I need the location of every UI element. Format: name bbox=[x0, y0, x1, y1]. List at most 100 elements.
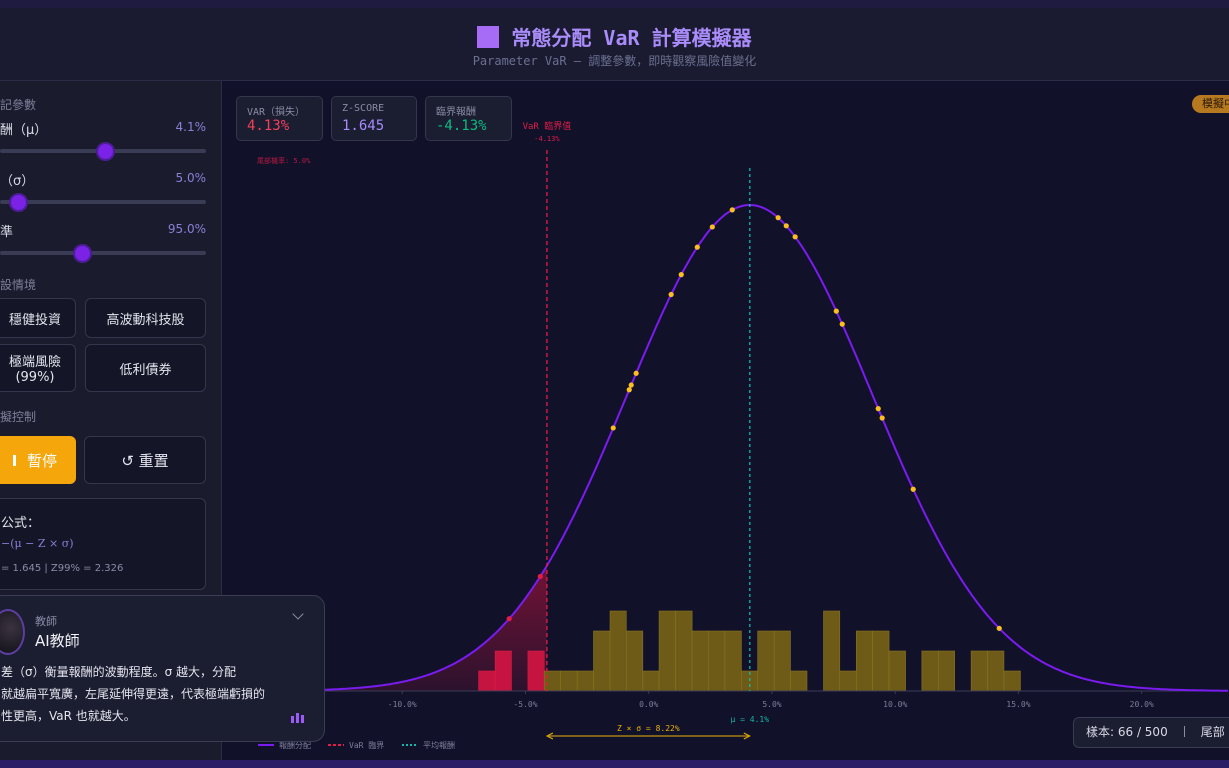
slider-track[interactable] bbox=[0, 251, 206, 255]
chat-line: 差（σ）衡量報酬的波動程度。σ 越大，分配 bbox=[1, 665, 237, 679]
sample-point bbox=[626, 387, 632, 393]
tail-label: 尾部 bbox=[1200, 725, 1225, 739]
stat-card: Z-SCORE 1.645 bbox=[331, 96, 417, 141]
sample-point bbox=[628, 382, 634, 388]
avatar bbox=[0, 609, 25, 655]
histogram-bar bbox=[675, 610, 693, 692]
histogram-bar bbox=[987, 650, 1005, 692]
slider-thumb[interactable] bbox=[96, 142, 115, 161]
histogram-bar bbox=[478, 670, 496, 692]
histogram-bar bbox=[921, 650, 939, 692]
sample-point bbox=[833, 308, 839, 314]
pause-button[interactable]: 暫停 bbox=[0, 436, 76, 484]
histogram-bar bbox=[494, 650, 512, 692]
footer-stats: 樣本: 66 / 500 尾部 bbox=[1073, 717, 1229, 748]
slider-label: 準 bbox=[0, 225, 14, 240]
histogram-bar bbox=[691, 630, 709, 692]
histogram-bar bbox=[872, 630, 890, 692]
subtitle: Parameter VaR — 調整參數，即時觀察風險值變化 bbox=[472, 54, 757, 68]
scenario-button[interactable]: 穩健投資 bbox=[0, 298, 76, 338]
slider-label: （σ） bbox=[0, 174, 35, 189]
stat-value: 4.13% bbox=[247, 118, 290, 134]
x-tick-label: 5.0% bbox=[762, 700, 781, 709]
section-heading: 擬控制 bbox=[0, 410, 37, 424]
title-text: 常態分配 VaR 計算模擬器 bbox=[511, 26, 752, 50]
sample-point bbox=[792, 234, 798, 240]
histogram-bar bbox=[543, 670, 562, 692]
tail-area bbox=[242, 565, 547, 691]
formula-line: = 1.645 | Z99% = 2.326 bbox=[1, 563, 124, 574]
formula-title: 公式： bbox=[1, 516, 41, 531]
sample-point bbox=[839, 321, 845, 327]
chat-name: AI教師 bbox=[35, 632, 80, 650]
sample-point bbox=[996, 625, 1002, 631]
section-heading: 記參數 bbox=[0, 98, 37, 112]
sample-point bbox=[678, 272, 684, 278]
legend-label: VaR 臨界 bbox=[349, 740, 384, 750]
histogram-bar bbox=[938, 650, 955, 692]
histogram-bar bbox=[609, 610, 627, 692]
slider-value: 95.0% bbox=[167, 222, 206, 236]
chat-role: 教師 bbox=[35, 615, 57, 628]
distribution-curve bbox=[242, 203, 1228, 692]
header: 常態分配 VaR 計算模擬器 Parameter VaR — 調整參數，即時觀察… bbox=[0, 8, 1229, 81]
histogram-bar bbox=[576, 670, 594, 692]
histogram-bar bbox=[658, 610, 676, 692]
sample-point bbox=[633, 370, 639, 376]
stat-card: VAR（損失） 4.13% bbox=[236, 96, 323, 141]
title: 常態分配 VaR 計算模擬器 bbox=[0, 22, 1229, 51]
histogram-bar bbox=[642, 670, 660, 692]
chat-popup: 教師 AI教師 差（σ）衡量報酬的波動程度。σ 越大，分配 就越扁平寬廣，左尾延… bbox=[0, 595, 325, 742]
stat-card: 臨界報酬 -4.13% bbox=[425, 96, 512, 141]
sample-point bbox=[910, 486, 916, 492]
slider-thumb[interactable] bbox=[73, 244, 92, 263]
histogram-bar bbox=[888, 650, 906, 692]
bottom-band bbox=[0, 760, 1229, 768]
var-label: VaR 臨界值 bbox=[523, 120, 572, 132]
legend-label: 平均報酬 bbox=[423, 740, 455, 750]
scenario-button[interactable]: 高波動科技股 bbox=[85, 298, 206, 338]
scenario-button[interactable]: 極端風險 (99%) bbox=[0, 344, 76, 392]
sample-point bbox=[668, 291, 674, 298]
collapse-icon[interactable] bbox=[292, 608, 304, 620]
sample-point bbox=[610, 425, 616, 431]
section-heading: 設情境 bbox=[0, 278, 37, 292]
formula-line: −(μ − Z × σ) bbox=[1, 537, 74, 550]
chat-line: 就越扁平寬廣，左尾延伸得更遠，代表極端虧損的 bbox=[1, 687, 266, 701]
stat-value: -4.13% bbox=[436, 118, 487, 134]
reset-button[interactable]: ↺ 重置 bbox=[84, 436, 206, 484]
x-tick-label: 10.0% bbox=[883, 700, 907, 709]
legend-label: 報酬分配 bbox=[279, 741, 311, 750]
pause-label: 暫停 bbox=[26, 451, 57, 470]
slider-thumb[interactable] bbox=[9, 193, 28, 212]
chart-icon[interactable] bbox=[289, 711, 307, 723]
histogram-bar bbox=[773, 630, 791, 692]
pause-icon bbox=[12, 454, 19, 466]
formula-box: 公式： −(μ − Z × σ) = 1.645 | Z99% = 2.326 bbox=[0, 498, 206, 590]
histogram-bar bbox=[855, 630, 873, 692]
sample-point bbox=[879, 415, 885, 421]
stat-label: Z-SCORE bbox=[342, 103, 385, 114]
sample-point bbox=[537, 573, 543, 580]
span-label: Z × σ = 8.22% bbox=[617, 724, 680, 733]
sample-point bbox=[875, 405, 881, 412]
histogram-bar bbox=[560, 670, 578, 692]
histogram-bar bbox=[757, 630, 775, 692]
x-tick-label: -5.0% bbox=[513, 700, 537, 709]
x-tick-label: 0.0% bbox=[639, 700, 658, 709]
sample-point bbox=[775, 215, 781, 221]
status-badge: 模擬中 bbox=[1192, 95, 1229, 113]
scenario-button[interactable]: 低利債券 bbox=[85, 344, 206, 392]
histogram-bar bbox=[823, 610, 841, 692]
histogram-bar bbox=[839, 670, 857, 692]
chat-line: 性更高，VaR 也就越大。 bbox=[1, 709, 136, 723]
histogram-bar bbox=[970, 650, 988, 692]
arrow-head bbox=[545, 732, 751, 740]
x-tick-label: -10.0% bbox=[388, 700, 417, 709]
mean-label: μ = 4.1% bbox=[731, 715, 770, 724]
histogram-bar bbox=[790, 670, 808, 692]
slider-track[interactable] bbox=[0, 200, 206, 204]
sample-point bbox=[506, 616, 512, 622]
